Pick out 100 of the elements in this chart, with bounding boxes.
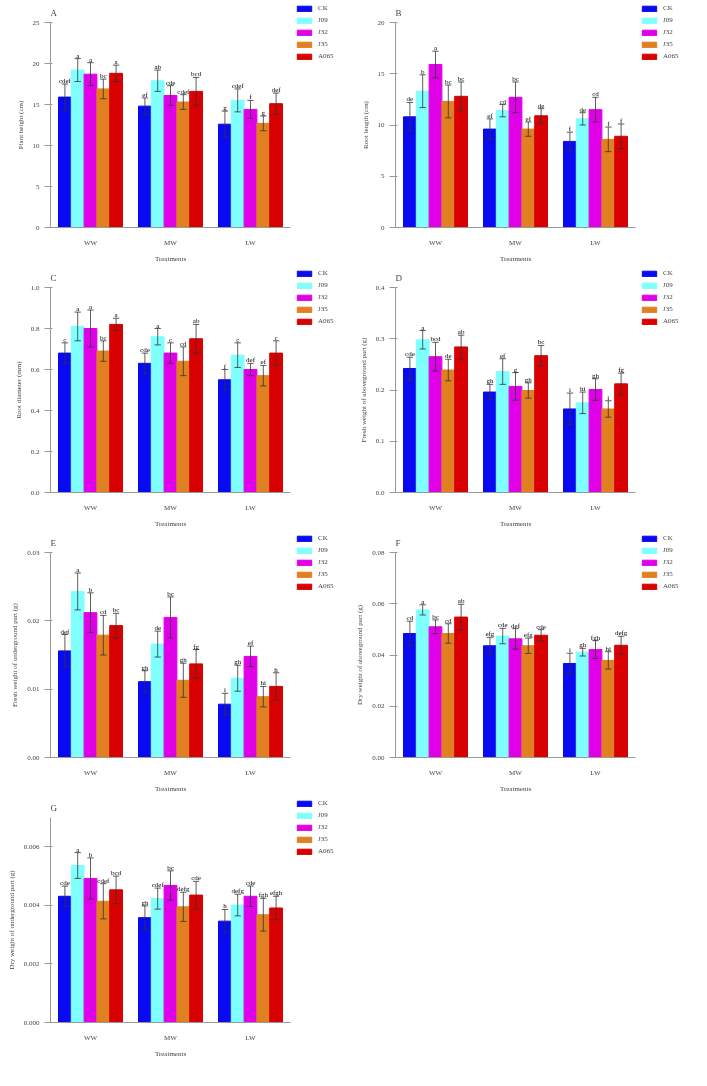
bar	[138, 362, 152, 493]
bar	[243, 895, 258, 1023]
bar	[534, 115, 548, 228]
bar	[150, 898, 165, 1023]
bar	[189, 338, 203, 493]
bar	[521, 390, 536, 493]
bar	[163, 616, 178, 758]
chart-title: B	[395, 7, 402, 18]
bar	[483, 391, 497, 493]
bar	[96, 350, 111, 493]
bar	[176, 679, 191, 758]
bar	[508, 638, 523, 758]
bar	[441, 100, 456, 228]
bar	[588, 649, 603, 758]
bar	[83, 73, 98, 228]
bar	[495, 635, 510, 758]
bar	[230, 904, 245, 1023]
bar	[521, 128, 536, 228]
bar	[563, 140, 577, 228]
chart-title: F	[395, 537, 401, 548]
bar	[521, 645, 536, 758]
bar	[563, 662, 577, 758]
bar	[243, 369, 258, 493]
bar	[58, 96, 72, 228]
bar	[189, 894, 203, 1023]
bar	[243, 108, 258, 228]
bar	[230, 99, 245, 228]
chart-title: G	[50, 802, 58, 813]
bar	[150, 336, 165, 493]
bar	[218, 920, 232, 1023]
bar	[256, 914, 271, 1023]
bar	[230, 354, 245, 493]
bar	[176, 360, 191, 493]
bar	[269, 685, 283, 758]
bar	[441, 369, 456, 493]
bar	[218, 703, 232, 758]
bar	[256, 375, 271, 493]
bar	[483, 128, 497, 228]
bar	[83, 328, 98, 493]
bar	[614, 644, 628, 758]
bar	[83, 612, 98, 758]
bar	[269, 907, 283, 1023]
bar	[428, 356, 443, 493]
bar	[483, 645, 497, 758]
bar	[70, 865, 85, 1023]
bar	[534, 355, 548, 493]
bar	[256, 696, 271, 758]
bar	[218, 379, 232, 493]
bar	[508, 385, 523, 493]
bar	[109, 72, 123, 228]
bar	[150, 80, 165, 228]
bar	[138, 917, 152, 1023]
bar	[403, 632, 417, 758]
bar	[163, 352, 178, 493]
bar	[508, 96, 523, 228]
bar	[58, 352, 72, 493]
bar	[58, 650, 72, 758]
bar	[83, 877, 98, 1023]
bar	[189, 663, 203, 758]
bar	[269, 103, 283, 228]
bar	[601, 138, 616, 228]
bar	[454, 346, 468, 493]
bar	[70, 590, 85, 758]
bar	[614, 383, 628, 493]
bar	[441, 632, 456, 758]
bar	[269, 352, 283, 493]
bar	[495, 371, 510, 493]
bar	[428, 626, 443, 758]
bar	[563, 408, 577, 493]
bar	[163, 884, 178, 1023]
chart-title: C	[50, 272, 57, 283]
bar	[96, 900, 111, 1023]
bar	[189, 90, 203, 228]
bar	[176, 906, 191, 1023]
bar	[58, 895, 72, 1023]
bar	[403, 116, 417, 228]
bar	[96, 88, 111, 228]
bar	[614, 135, 628, 228]
bar	[109, 323, 123, 493]
bar	[109, 889, 123, 1023]
bar	[601, 659, 616, 758]
bar	[176, 101, 191, 228]
bar	[495, 110, 510, 228]
bar	[70, 325, 85, 493]
bar	[218, 123, 232, 228]
bar	[415, 609, 430, 758]
bar	[415, 339, 430, 493]
bar	[163, 94, 178, 228]
bar	[428, 64, 443, 228]
bar	[138, 681, 152, 758]
bar	[575, 118, 590, 228]
bar	[534, 634, 548, 758]
bar	[454, 95, 468, 228]
chart-title: E	[50, 537, 57, 548]
bar	[96, 634, 111, 758]
chart-title: D	[395, 272, 403, 283]
bar	[403, 367, 417, 493]
bar	[588, 388, 603, 493]
chart-title: A	[50, 7, 58, 18]
bar	[256, 122, 271, 228]
